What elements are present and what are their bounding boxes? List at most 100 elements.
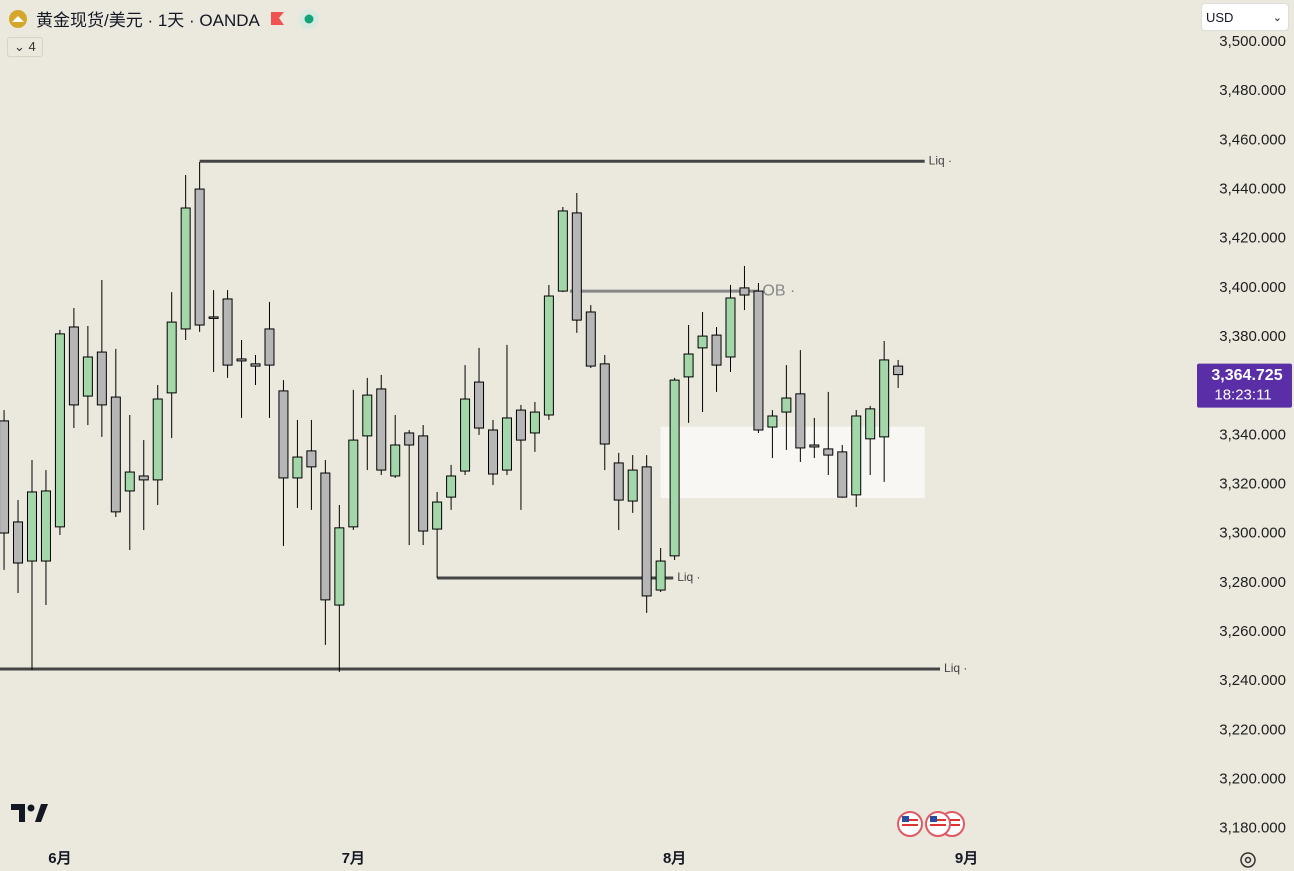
candle-body xyxy=(292,456,303,479)
symbol-header[interactable]: 黄金现货/美元 · 1天 · OANDA xyxy=(8,6,324,31)
x-tick-label: 9月 xyxy=(955,850,978,867)
candle-body xyxy=(180,207,191,330)
candle-body xyxy=(641,466,652,597)
level-label: Liq · xyxy=(929,153,952,167)
level-label: OB · xyxy=(762,282,795,299)
candle-body xyxy=(208,316,219,319)
candle-body xyxy=(488,429,499,475)
candle-body xyxy=(432,501,443,530)
y-tick-label: 3,420.000 xyxy=(1219,230,1286,247)
last-price: 3,364.725 xyxy=(1211,367,1282,384)
y-tick-label: 3,440.000 xyxy=(1219,181,1286,198)
zone xyxy=(660,426,925,499)
candle-body xyxy=(753,290,764,431)
candle-body xyxy=(278,390,289,479)
y-tick-label: 3,460.000 xyxy=(1219,131,1286,148)
symbol-icon xyxy=(9,9,27,28)
y-tick-label: 3,240.000 xyxy=(1219,672,1286,689)
currency-select[interactable]: USD ⌄ xyxy=(1201,3,1289,31)
candle-body xyxy=(0,420,10,534)
candle-body xyxy=(669,379,680,557)
event-flag[interactable] xyxy=(897,811,923,837)
candle-body xyxy=(865,408,876,440)
candle-body xyxy=(515,409,526,441)
indicator-count: 4 xyxy=(28,39,36,54)
candle-body xyxy=(655,560,666,591)
y-tick-label: 3,200.000 xyxy=(1219,771,1286,788)
candle-body xyxy=(54,333,65,528)
candle-body xyxy=(893,365,904,376)
candle-body xyxy=(599,363,610,445)
countdown: 18:23:11 xyxy=(1214,387,1271,404)
candle-body xyxy=(250,363,261,367)
y-tick-label: 3,500.000 xyxy=(1219,33,1286,50)
candle-body xyxy=(124,471,135,492)
candle-body xyxy=(264,328,275,366)
event-icons xyxy=(897,811,965,837)
x-tick-label: 8月 xyxy=(663,850,686,867)
candle-body xyxy=(627,469,638,502)
y-tick-label: 3,340.000 xyxy=(1219,426,1286,443)
candle-body xyxy=(460,398,471,472)
candle-body xyxy=(404,432,415,446)
settings-icon[interactable] xyxy=(1238,850,1258,870)
candle-body xyxy=(543,295,554,416)
candle-body xyxy=(446,475,457,498)
candle-body xyxy=(809,444,820,448)
candle-body xyxy=(557,210,568,292)
flag-icon xyxy=(270,11,284,25)
candle-body xyxy=(781,397,792,413)
candle-body xyxy=(152,398,163,481)
x-tick-label: 6月 xyxy=(48,850,71,867)
candle-body xyxy=(194,188,205,326)
event-flag[interactable] xyxy=(925,811,951,837)
candle-body xyxy=(110,396,121,513)
candle-body xyxy=(851,415,862,496)
candle-body xyxy=(585,311,596,367)
x-tick-label: 7月 xyxy=(342,850,365,867)
level-label: Liq · xyxy=(677,570,700,584)
candle-body xyxy=(40,490,51,562)
y-tick-label: 3,220.000 xyxy=(1219,721,1286,738)
candle-body xyxy=(725,297,736,358)
candle-body xyxy=(138,475,149,481)
y-tick-label: 3,260.000 xyxy=(1219,623,1286,640)
candle-body xyxy=(96,351,107,406)
candle-body xyxy=(320,472,331,601)
currency: USD xyxy=(1206,10,1234,25)
candle-body xyxy=(222,298,233,366)
candle-body xyxy=(26,491,37,562)
candle-body xyxy=(474,381,485,429)
candle-body xyxy=(529,411,540,434)
y-tick-label: 3,380.000 xyxy=(1219,328,1286,345)
chevron: ⌄ xyxy=(1272,12,1282,24)
candle-body xyxy=(767,415,778,428)
candle-body xyxy=(697,335,708,349)
candle-body xyxy=(82,356,93,397)
symbol-title: 黄金现货/美元 · 1天 · OANDA xyxy=(36,11,260,30)
y-tick-label: 3,180.000 xyxy=(1219,820,1286,837)
tv-logo xyxy=(11,804,48,822)
candle-body xyxy=(711,334,722,366)
candle-body xyxy=(362,394,373,437)
level-label: Liq · xyxy=(944,661,967,675)
status-icon xyxy=(298,8,319,29)
candle-body xyxy=(613,462,624,501)
candle-body xyxy=(571,212,582,321)
indicator-toggle[interactable]: ⌄ 4 xyxy=(7,37,43,57)
candle-body xyxy=(683,353,694,378)
candle-body xyxy=(418,435,429,532)
price-badge xyxy=(1197,363,1292,408)
candle-body xyxy=(837,451,848,498)
candle-body xyxy=(739,287,750,296)
candle-body xyxy=(376,388,387,471)
candle-body xyxy=(823,448,834,456)
candle-body xyxy=(795,393,806,449)
candle-body xyxy=(334,527,345,606)
candle-body xyxy=(166,321,177,394)
y-tick-label: 3,280.000 xyxy=(1219,574,1286,591)
candle-body xyxy=(306,450,317,468)
candle-body xyxy=(236,358,247,362)
